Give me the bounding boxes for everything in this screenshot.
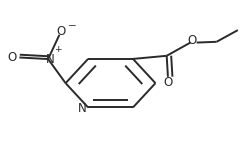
Text: +: +	[54, 45, 61, 54]
Text: −: −	[68, 21, 76, 31]
Text: O: O	[163, 76, 172, 89]
Text: N: N	[77, 103, 86, 116]
Text: O: O	[56, 24, 66, 38]
Text: O: O	[186, 34, 196, 47]
Text: N: N	[46, 53, 54, 66]
Text: O: O	[8, 51, 17, 64]
